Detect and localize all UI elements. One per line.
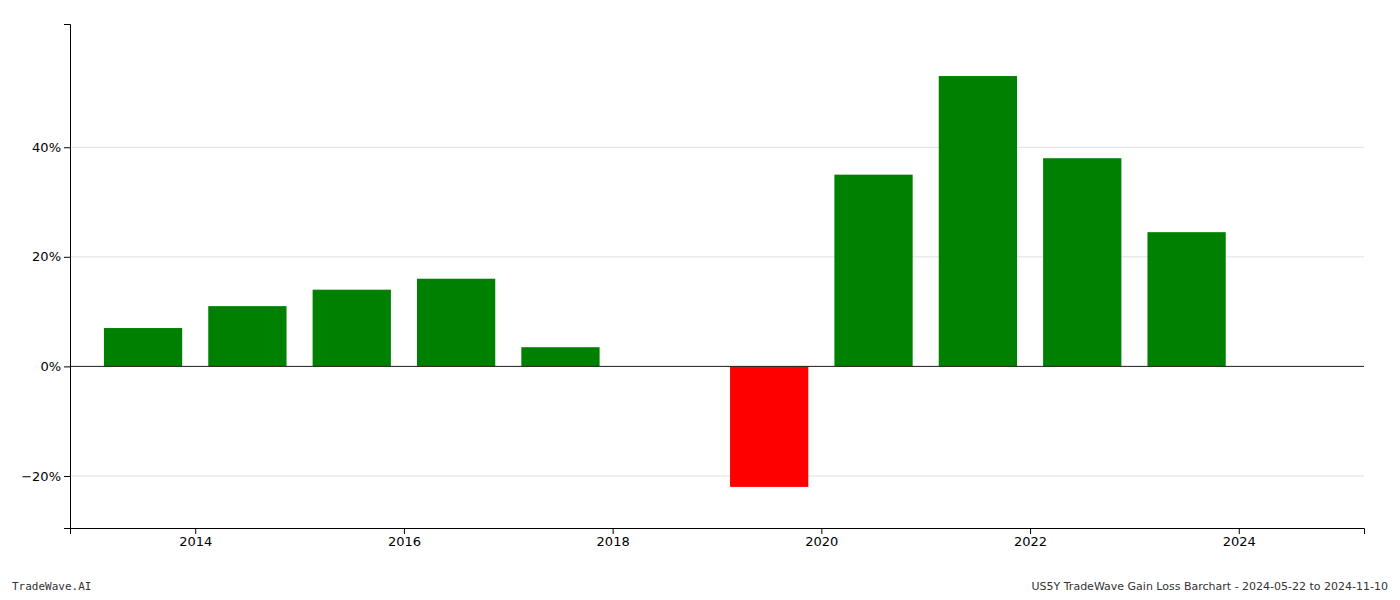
x-tick-label: 2016 bbox=[388, 534, 421, 549]
x-tick-mark bbox=[195, 528, 196, 534]
bar bbox=[104, 328, 182, 366]
x-tick-label: 2024 bbox=[1223, 534, 1256, 549]
y-tick-mark bbox=[64, 257, 70, 258]
grid-line bbox=[70, 475, 1364, 476]
y-tick-label: 40% bbox=[32, 140, 61, 155]
y-tick-label: −20% bbox=[21, 469, 61, 484]
x-axis-line bbox=[71, 529, 1365, 535]
y-tick: 40% bbox=[32, 140, 70, 155]
x-axis: 2014 2016 2018 2020 2022 2024 bbox=[71, 528, 1365, 549]
bar bbox=[521, 347, 599, 366]
x-tick-label: 2014 bbox=[179, 534, 212, 549]
x-tick-label: 2022 bbox=[1014, 534, 1047, 549]
bar bbox=[417, 279, 495, 367]
y-tick-label: 20% bbox=[32, 249, 61, 264]
y-tick-label: 0% bbox=[40, 359, 61, 374]
bar bbox=[834, 175, 912, 367]
x-tick-mark bbox=[404, 528, 405, 534]
plot-area bbox=[70, 76, 1364, 487]
bar bbox=[939, 76, 1017, 366]
footer-left: TradeWave.AI bbox=[12, 580, 91, 593]
x-tick-label: 2020 bbox=[805, 534, 838, 549]
bar bbox=[208, 306, 286, 366]
x-tick: 2020 bbox=[805, 528, 838, 549]
x-tick: 2022 bbox=[1014, 528, 1047, 549]
x-tick: 2024 bbox=[1223, 528, 1256, 549]
y-tick: 0% bbox=[40, 359, 70, 374]
y-tick: −20% bbox=[21, 469, 70, 484]
y-axis-line bbox=[64, 25, 71, 529]
grid-line bbox=[70, 366, 1364, 367]
x-tick: 2018 bbox=[597, 528, 630, 549]
chart: −20% 0% 20% 40% 2014 2016 2018 2020 2022 2024 Trad… bbox=[0, 0, 1400, 600]
x-tick: 2016 bbox=[388, 528, 421, 549]
x-tick-mark bbox=[1030, 528, 1031, 534]
y-axis: −20% 0% 20% 40% bbox=[21, 25, 70, 529]
x-tick-label: 2018 bbox=[597, 534, 630, 549]
bar bbox=[313, 290, 391, 367]
y-tick: 20% bbox=[32, 249, 70, 264]
x-tick-mark bbox=[1239, 528, 1240, 534]
bar bbox=[1043, 158, 1121, 366]
x-tick-mark bbox=[613, 528, 614, 534]
x-tick-mark bbox=[821, 528, 822, 534]
grid-line bbox=[70, 147, 1364, 148]
bar bbox=[730, 366, 808, 487]
y-tick-mark bbox=[64, 476, 70, 477]
footer-right: US5Y TradeWave Gain Loss Barchart - 2024… bbox=[1032, 580, 1388, 593]
grid bbox=[70, 147, 1364, 476]
x-tick: 2014 bbox=[179, 528, 212, 549]
bar bbox=[1147, 232, 1225, 366]
zero-line bbox=[70, 366, 1364, 367]
y-tick-mark bbox=[64, 366, 70, 367]
y-tick-mark bbox=[64, 147, 70, 148]
